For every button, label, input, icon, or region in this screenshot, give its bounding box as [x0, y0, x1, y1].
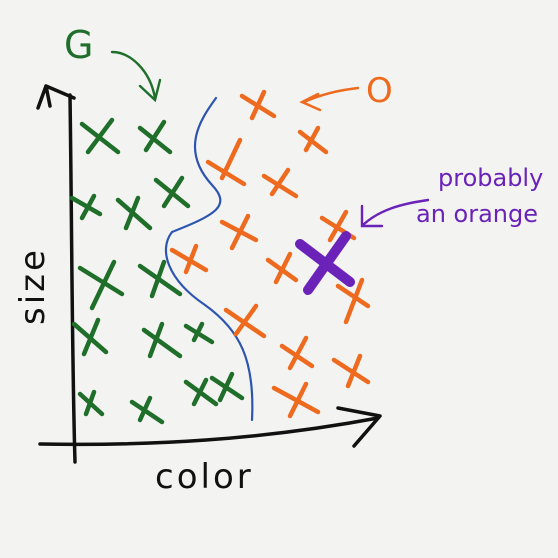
orange-x-marks — [169, 89, 371, 419]
orange-x-mark — [169, 243, 209, 275]
annotation-line-2: an orange — [416, 200, 538, 228]
y-axis-label: size — [13, 247, 53, 325]
purple-x-mark — [295, 231, 355, 295]
green-x-mark — [141, 321, 183, 359]
group-g-arrow — [110, 50, 162, 103]
green-x-mark — [77, 259, 125, 311]
decision-boundary-curve — [164, 96, 254, 422]
green-x-mark — [69, 193, 103, 221]
green-x-mark — [153, 175, 191, 209]
orange-x-mark — [335, 277, 371, 325]
orange-x-mark — [223, 303, 267, 339]
green-x-mark — [183, 321, 215, 345]
y-axis-line — [68, 93, 77, 464]
x-axis-label: color — [155, 457, 254, 497]
green-x-mark — [137, 119, 173, 155]
orange-x-mark — [271, 381, 321, 419]
x-axis-arrowhead — [336, 406, 382, 448]
group-g-label: G — [64, 23, 93, 67]
orange-x-mark — [261, 167, 299, 199]
green-x-mark — [71, 317, 109, 357]
green-x-mark — [137, 259, 183, 299]
green-x-marks — [69, 117, 245, 425]
group-o-arrow — [299, 86, 360, 112]
orange-x-mark — [331, 353, 371, 389]
annotation-line-1: probably — [438, 164, 543, 192]
orange-x-mark — [279, 335, 315, 371]
annotation-arrow — [360, 198, 430, 228]
orange-x-mark — [219, 213, 259, 251]
green-x-mark — [209, 371, 245, 403]
green-x-mark — [129, 395, 165, 425]
axes — [36, 84, 382, 464]
group-o-label: O — [366, 71, 393, 111]
orange-x-mark — [297, 125, 329, 155]
green-x-mark — [115, 195, 153, 231]
green-x-mark — [183, 377, 219, 407]
orange-x-mark — [239, 89, 277, 121]
x-axis-line — [38, 416, 380, 447]
orange-x-mark — [265, 251, 299, 285]
green-x-mark — [77, 389, 105, 417]
y-axis-arrowhead — [36, 84, 76, 110]
orange-x-mark — [205, 137, 247, 187]
green-x-mark — [79, 117, 121, 155]
